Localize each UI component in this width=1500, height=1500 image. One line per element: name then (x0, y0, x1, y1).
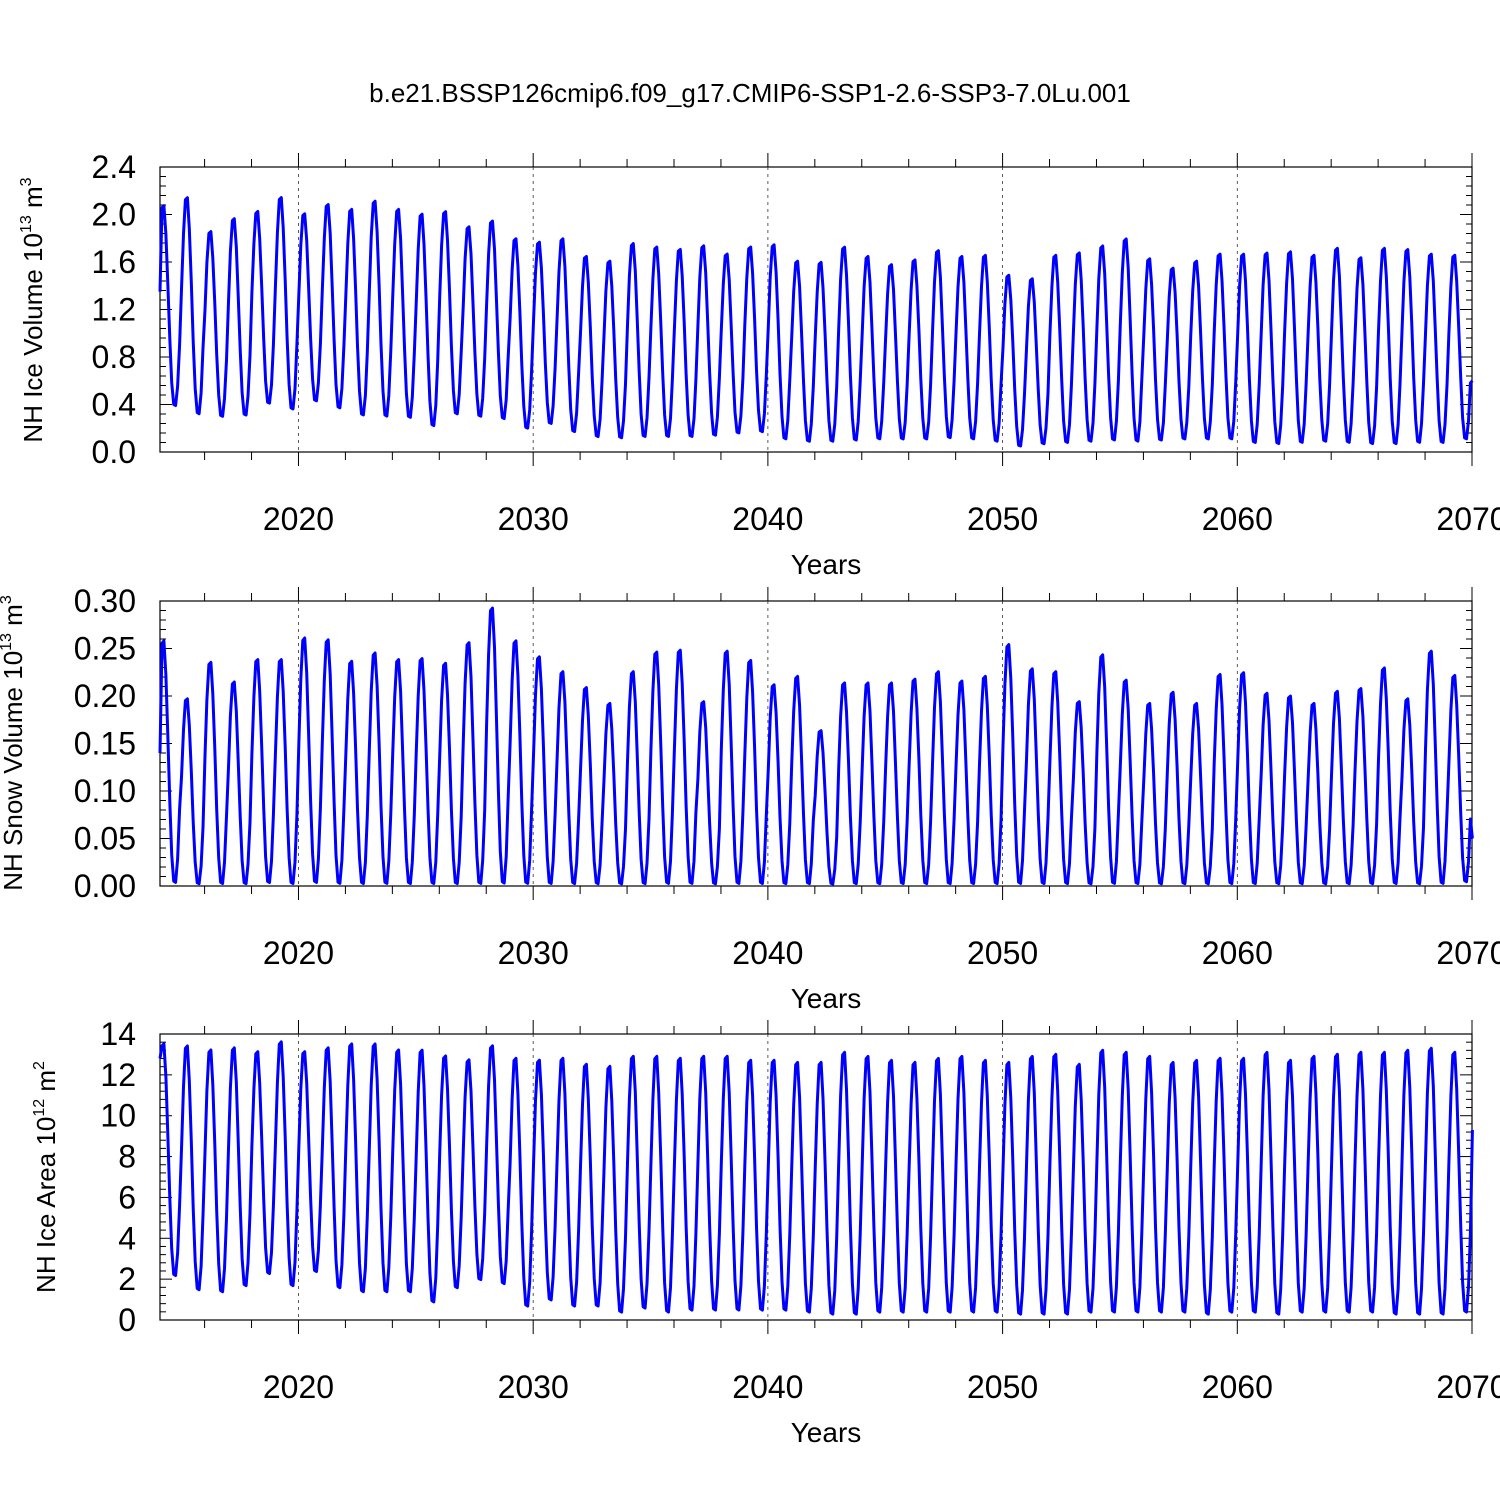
y-tick-label: 0.15 (74, 726, 136, 762)
series-line-ice-volume (158, 196, 1474, 448)
x-axis-label: Years (791, 1417, 862, 1448)
x-tick-label: 2030 (498, 501, 569, 537)
x-tick-label: 2060 (1202, 1369, 1273, 1405)
x-tick-label: 2020 (263, 1369, 334, 1405)
y-tick-label: 10 (100, 1098, 136, 1134)
y-tick-label: 2.4 (92, 149, 136, 185)
y-tick-label: 0.05 (74, 821, 136, 857)
y-tick-label: 0 (118, 1302, 136, 1338)
x-tick-label: 2070 (1436, 935, 1500, 971)
x-tick-label: 2050 (967, 1369, 1038, 1405)
y-tick-label: 1.2 (92, 292, 136, 328)
y-tick-label: 8 (118, 1139, 136, 1175)
x-tick-label: 2020 (263, 935, 334, 971)
y-tick-label: 0.10 (74, 773, 136, 809)
y-axis-label: NH Snow Volume 1013 m3 (0, 595, 28, 891)
x-tick-label: 2060 (1202, 935, 1273, 971)
y-tick-label: 0.20 (74, 678, 136, 714)
x-axis-label: Years (791, 983, 862, 1014)
y-tick-label: 0.25 (74, 631, 136, 667)
y-axis-label: NH Ice Volume 1013 m3 (18, 177, 48, 442)
x-tick-label: 2050 (967, 935, 1038, 971)
x-tick-label: 2020 (263, 501, 334, 537)
x-tick-label: 2040 (732, 1369, 803, 1405)
x-tick-label: 2070 (1436, 501, 1500, 537)
panel-ice-volume: 2020 2030 2040 2050 2060 2070 0.0 0.4 0.8 1.2 1.6 2… (18, 149, 1500, 580)
panel-snow-volume: 2020 2030 2040 2050 2060 2070 0.00 0.05 0.10 0.15… (0, 583, 1500, 1014)
y-tick-label: 0.0 (92, 434, 136, 470)
x-tick-label: 2040 (732, 935, 803, 971)
x-tick-label: 2050 (967, 501, 1038, 537)
series-line-ice-area (158, 1040, 1474, 1316)
y-tick-label: 14 (100, 1016, 136, 1052)
y-tick-label: 6 (118, 1179, 136, 1215)
y-tick-label: 0.00 (74, 868, 136, 904)
series-line-snow-volume (158, 606, 1474, 886)
y-tick-label: 1.6 (92, 244, 136, 280)
y-axis-label: NH Ice Area 1012 m2 (31, 1061, 61, 1293)
panels: 2020 2030 2040 2050 2060 2070 0.0 0.4 0.8 1.2 1.6 2… (0, 149, 1500, 1448)
panel-ice-area: 2020 2030 2040 2050 2060 2070 0 2 4 6 8 10 12 14 Years… (31, 1016, 1500, 1448)
y-tick-label: 0.8 (92, 339, 136, 375)
y-tick-label: 2 (118, 1261, 136, 1297)
x-tick-label: 2030 (498, 935, 569, 971)
x-tick-label: 2030 (498, 1369, 569, 1405)
y-tick-label: 0.4 (92, 387, 136, 423)
y-tick-label: 4 (118, 1220, 136, 1256)
y-tick-label: 2.0 (92, 197, 136, 233)
y-tick-label: 0.30 (74, 583, 136, 619)
x-tick-label: 2070 (1436, 1369, 1500, 1405)
figure-title: b.e21.BSSP126cmip6.f09_g17.CMIP6-SSP1-2.… (369, 78, 1131, 108)
x-tick-label: 2060 (1202, 501, 1273, 537)
x-tick-label: 2040 (732, 501, 803, 537)
x-axis-label: Years (791, 549, 862, 580)
y-tick-label: 12 (100, 1057, 136, 1093)
